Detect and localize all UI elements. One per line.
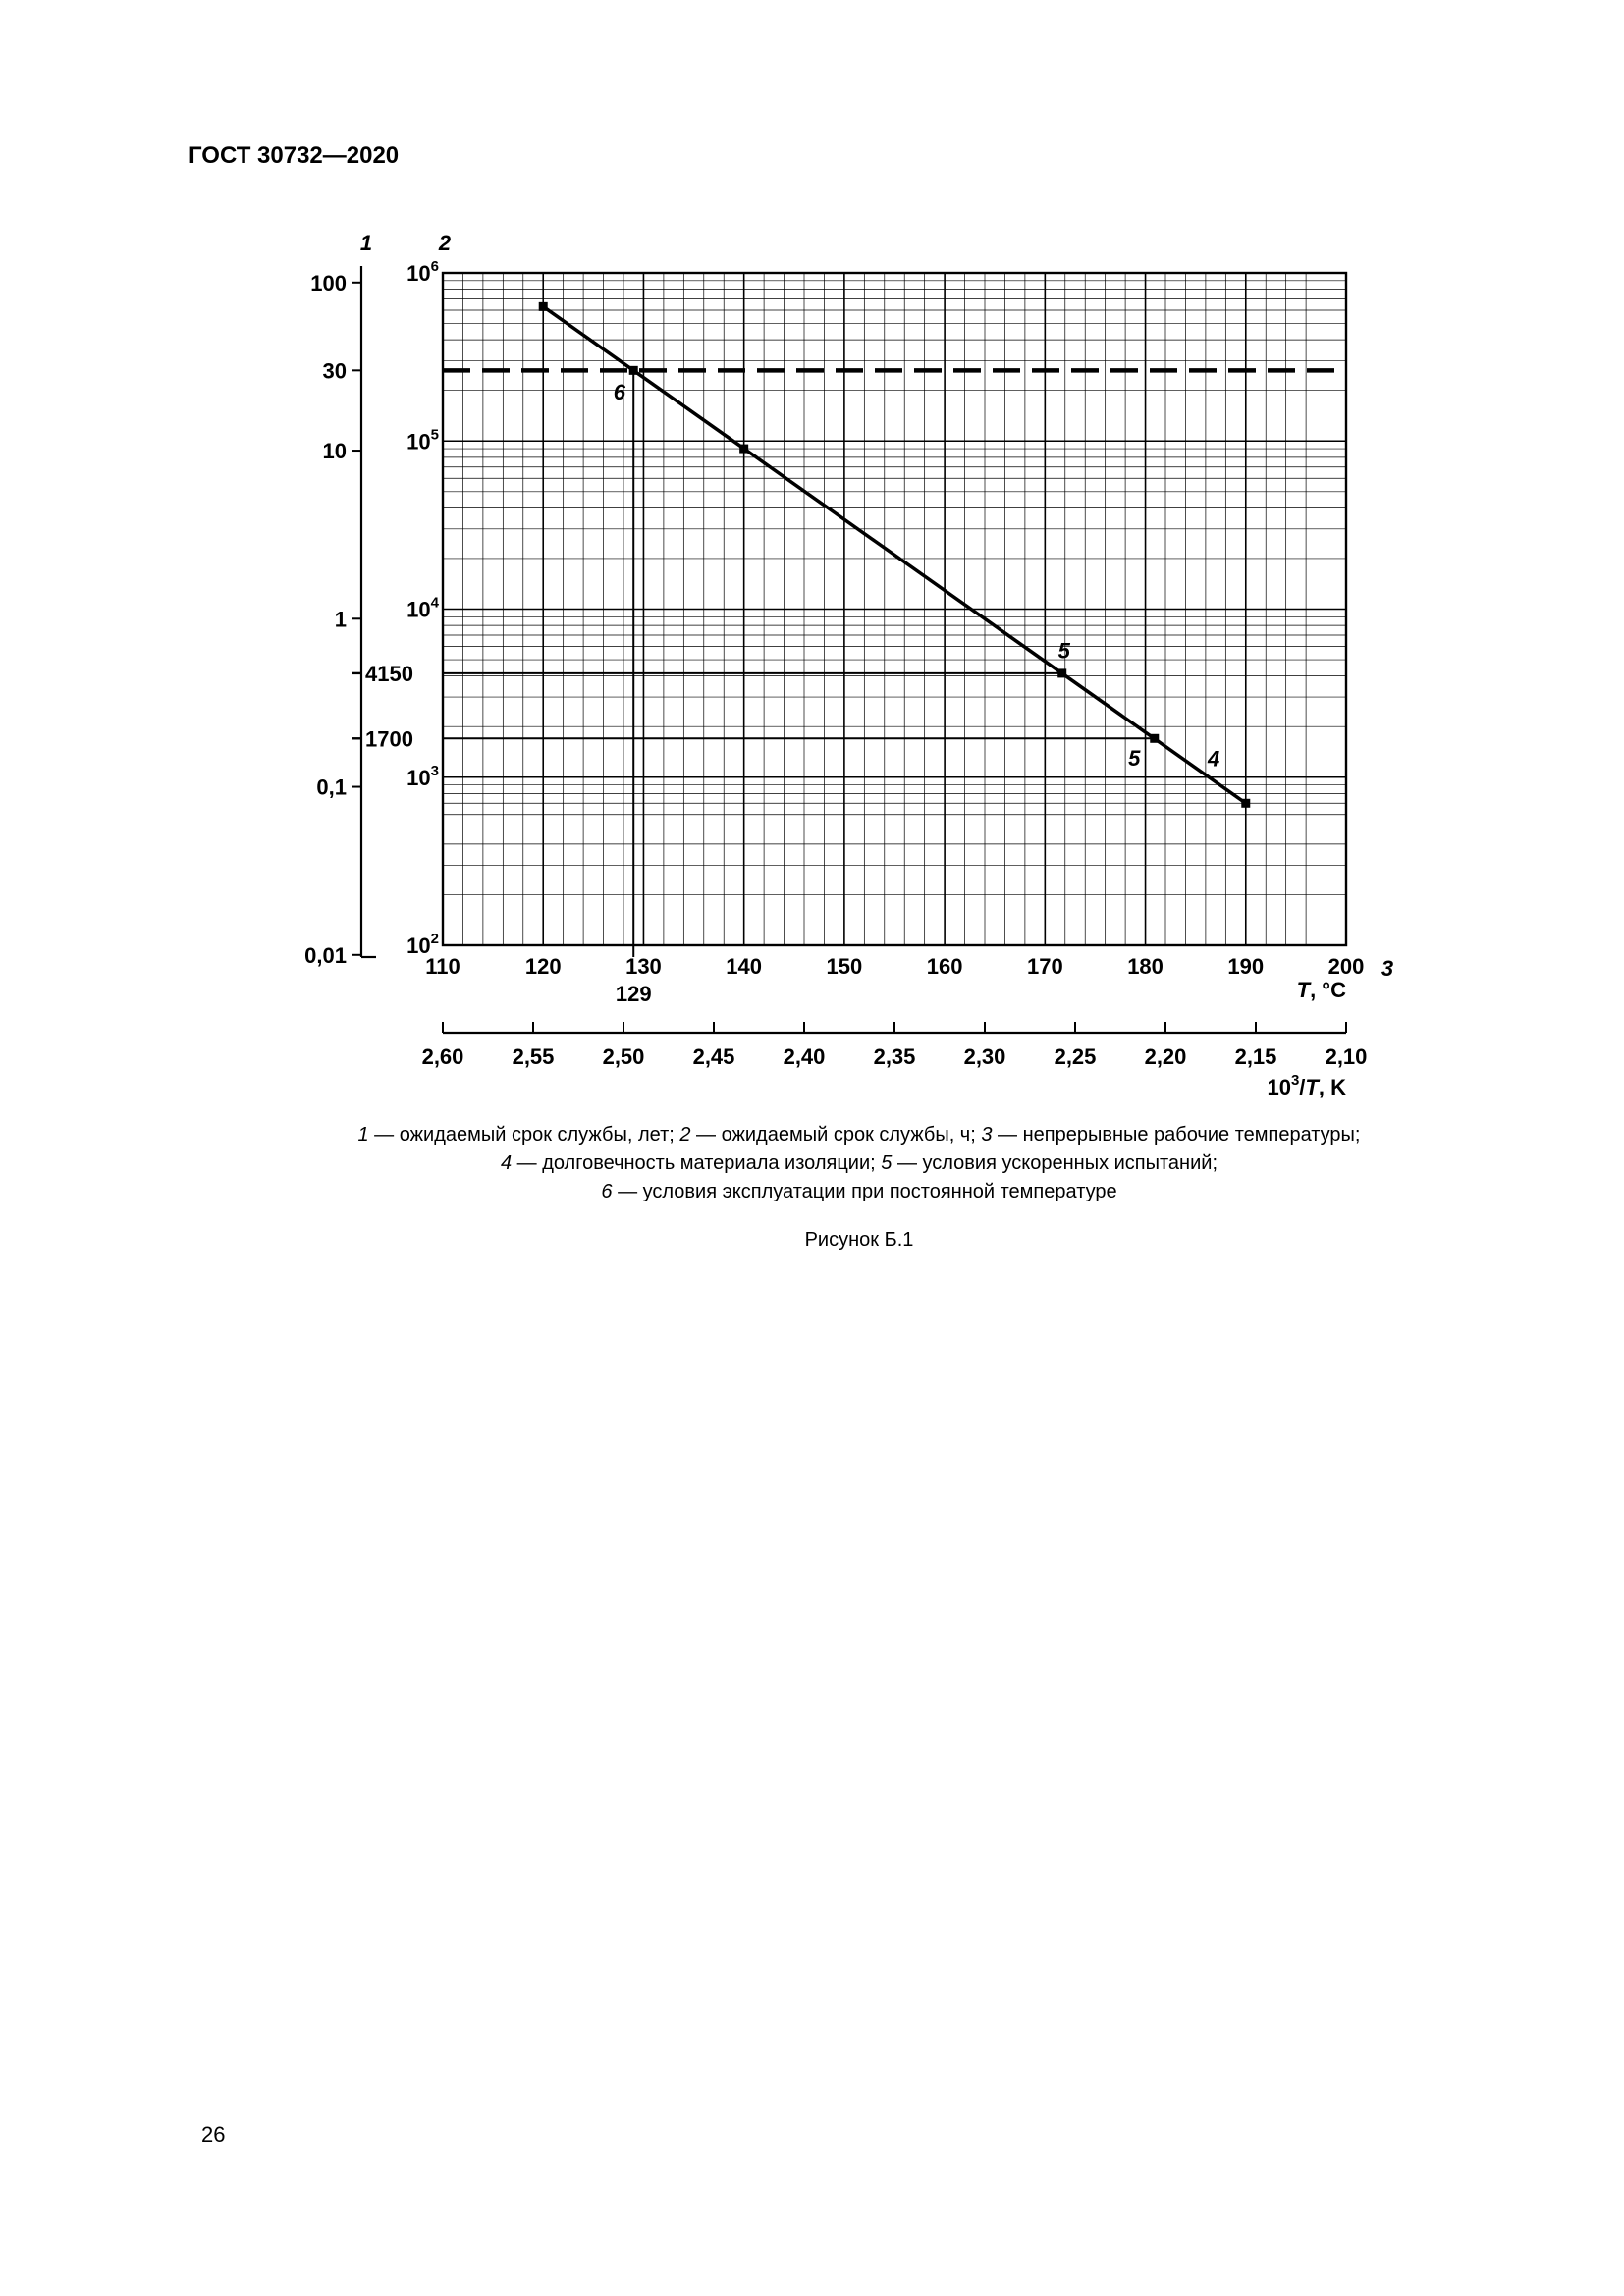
construction-lines	[443, 370, 1155, 957]
svg-text:110: 110	[425, 954, 460, 979]
caption-ref-number: 2	[679, 1124, 691, 1146]
svg-text:10: 10	[323, 439, 347, 463]
curve-annotations: 6 5 5 4	[614, 380, 1219, 772]
svg-text:1: 1	[360, 231, 372, 255]
svg-text:102: 102	[406, 931, 439, 958]
temperature-axis: 110 120 130 140 150 160 170 180 190 200 129 T, °C 3	[425, 954, 1393, 1006]
svg-text:2,60: 2,60	[422, 1044, 464, 1069]
svg-text:3: 3	[1381, 956, 1393, 981]
svg-text:104: 104	[406, 595, 439, 622]
figure-label: Рисунок Б.1	[804, 1229, 914, 1251]
svg-text:2,25: 2,25	[1055, 1044, 1097, 1069]
svg-text:2,10: 2,10	[1326, 1044, 1368, 1069]
data-point-markers	[538, 301, 1251, 808]
caption-text: — непрерывные рабочие температуры;	[992, 1124, 1361, 1146]
thermal-endurance-chart: 100301010,10,011106105104103102415017002…	[304, 231, 1393, 1099]
caption-text: — долговечность материала изоляции;	[512, 1152, 882, 1174]
page-number: 26	[201, 2122, 226, 2147]
svg-text:200: 200	[1328, 954, 1365, 979]
plot-border	[441, 271, 1348, 947]
caption-ref-number: 3	[981, 1124, 993, 1146]
svg-text:2,30: 2,30	[964, 1044, 1006, 1069]
svg-text:0,01: 0,01	[304, 943, 347, 968]
svg-text:4: 4	[1207, 747, 1219, 772]
figure-caption: 1 — ожидаемый срок службы, лет; 2 — ожид…	[295, 1121, 1424, 1206]
svg-text:120: 120	[525, 954, 562, 979]
svg-text:T, °C: T, °C	[1297, 978, 1346, 1002]
caption-ref-number: 1	[357, 1124, 369, 1146]
svg-text:2,50: 2,50	[603, 1044, 645, 1069]
grid-major	[442, 272, 1347, 946]
svg-text:6: 6	[614, 380, 626, 404]
caption-text: — условия ускоренных испытаний;	[892, 1152, 1218, 1174]
reciprocal-temperature-axis: 2,60 2,55 2,50 2,45 2,40 2,35 2,30 2,25 2,20 2,15…	[422, 1022, 1368, 1099]
svg-text:180: 180	[1127, 954, 1164, 979]
svg-text:30: 30	[323, 358, 347, 383]
hours-axis: 106 105 104 103 102 4150 1700 2	[352, 231, 452, 958]
durability-line	[542, 304, 1247, 805]
svg-text:0,1: 0,1	[316, 775, 347, 800]
svg-text:105: 105	[406, 426, 439, 454]
caption-line: 1 — ожидаемый срок службы, лет; 2 — ожид…	[295, 1121, 1424, 1149]
svg-text:5: 5	[1128, 746, 1141, 771]
svg-text:106: 106	[406, 258, 439, 286]
svg-text:2,45: 2,45	[693, 1044, 735, 1069]
caption-text: — ожидаемый срок службы, ч;	[690, 1124, 982, 1146]
caption-text: — ожидаемый срок службы, лет;	[368, 1124, 680, 1146]
caption-text: — условия эксплуатации при постоянной те…	[612, 1181, 1117, 1202]
svg-text:2,35: 2,35	[874, 1044, 916, 1069]
svg-text:1: 1	[335, 607, 347, 631]
svg-text:130: 130	[625, 954, 662, 979]
svg-text:2,55: 2,55	[513, 1044, 555, 1069]
svg-text:170: 170	[1027, 954, 1063, 979]
svg-text:103/T, K: 103/T, K	[1267, 1072, 1346, 1099]
svg-text:140: 140	[726, 954, 762, 979]
svg-text:2: 2	[438, 231, 452, 255]
svg-text:5: 5	[1058, 639, 1071, 664]
svg-text:129: 129	[616, 982, 652, 1006]
svg-text:1700: 1700	[365, 726, 413, 751]
svg-text:150: 150	[827, 954, 863, 979]
svg-text:160: 160	[927, 954, 963, 979]
caption-line: 4 — долговечность материала изоляции; 5 …	[295, 1149, 1424, 1178]
svg-text:2,15: 2,15	[1235, 1044, 1277, 1069]
svg-text:190: 190	[1227, 954, 1264, 979]
years-axis: 100 30 10 1 0,1 0,01 1	[304, 231, 376, 968]
svg-text:103: 103	[406, 763, 439, 790]
caption-ref-number: 5	[881, 1152, 893, 1174]
caption-ref-number: 4	[500, 1152, 513, 1174]
svg-text:2,40: 2,40	[784, 1044, 826, 1069]
svg-text:100: 100	[310, 271, 347, 295]
document-header: ГОСТ 30732—2020	[189, 142, 400, 169]
svg-text:4150: 4150	[365, 662, 413, 686]
caption-line: 6 — условия эксплуатации при постоянной …	[295, 1178, 1424, 1206]
svg-text:2,20: 2,20	[1145, 1044, 1187, 1069]
caption-ref-number: 6	[601, 1181, 613, 1202]
